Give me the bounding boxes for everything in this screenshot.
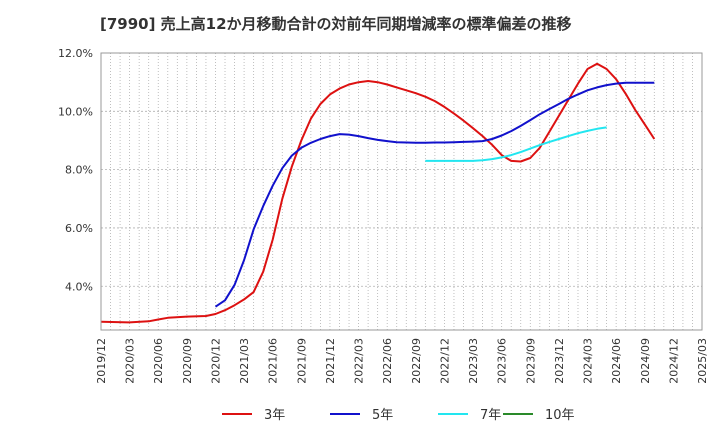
plot-frame xyxy=(100,52,703,331)
x-tick-label: 2021/12 xyxy=(324,338,337,384)
legend-label-1: 5年 xyxy=(372,408,393,423)
x-tick-label: 2021/06 xyxy=(267,338,280,384)
x-tick-label: 2022/12 xyxy=(438,338,451,384)
series-line-1 xyxy=(214,81,655,308)
x-tick-label: 2020/12 xyxy=(209,338,222,384)
x-tick-label: 2024/09 xyxy=(639,338,652,384)
x-tick-label: 2019/12 xyxy=(95,338,108,384)
grid xyxy=(100,52,703,330)
x-tick-label: 2022/09 xyxy=(410,338,423,384)
x-tick-label: 2023/03 xyxy=(467,338,480,384)
plot-background xyxy=(101,53,702,330)
x-tick-label: 2023/06 xyxy=(496,338,509,384)
chart-title: [7990] 売上高12か月移動合計の対前年同期増減率の標準偏差の推移 xyxy=(100,15,572,33)
x-tick-label: 2023/09 xyxy=(524,338,537,384)
y-tick-label: 6.0% xyxy=(65,222,93,235)
y-tick-label: 8.0% xyxy=(65,164,93,177)
x-axis-ticks: 2019/12 2020/03 2020/06 2020/09 2020/12 2021/… xyxy=(95,338,709,384)
y-tick-label: 4.0% xyxy=(65,280,93,293)
x-tick-label: 2020/06 xyxy=(152,338,165,384)
x-tick-label: 2022/06 xyxy=(381,338,394,384)
series-lines xyxy=(100,62,656,324)
x-tick-label: 2024/03 xyxy=(582,338,595,384)
legend-label-2: 7年 xyxy=(480,408,501,423)
legend: 3年 5年 7年 10年 xyxy=(222,408,575,423)
x-tick-label: 2024/06 xyxy=(610,338,623,384)
y-axis-ticks: 4.0% 6.0% 8.0% 10.0% 12.0% xyxy=(58,47,93,293)
x-tick-label: 2020/09 xyxy=(181,338,194,384)
y-tick-label: 12.0% xyxy=(58,47,93,60)
legend-label-0: 3年 xyxy=(264,408,285,423)
x-tick-label: 2022/03 xyxy=(353,338,366,384)
x-tick-label: 2023/12 xyxy=(553,338,566,384)
series-line-2 xyxy=(425,126,607,162)
legend-label-3: 10年 xyxy=(545,408,575,423)
x-tick-label: 2025/03 xyxy=(696,338,709,384)
y-tick-label: 10.0% xyxy=(58,105,93,118)
x-tick-label: 2020/03 xyxy=(124,338,137,384)
x-tick-label: 2021/09 xyxy=(295,338,308,384)
x-tick-label: 2021/03 xyxy=(238,338,251,384)
x-tick-label: 2024/12 xyxy=(667,338,680,384)
